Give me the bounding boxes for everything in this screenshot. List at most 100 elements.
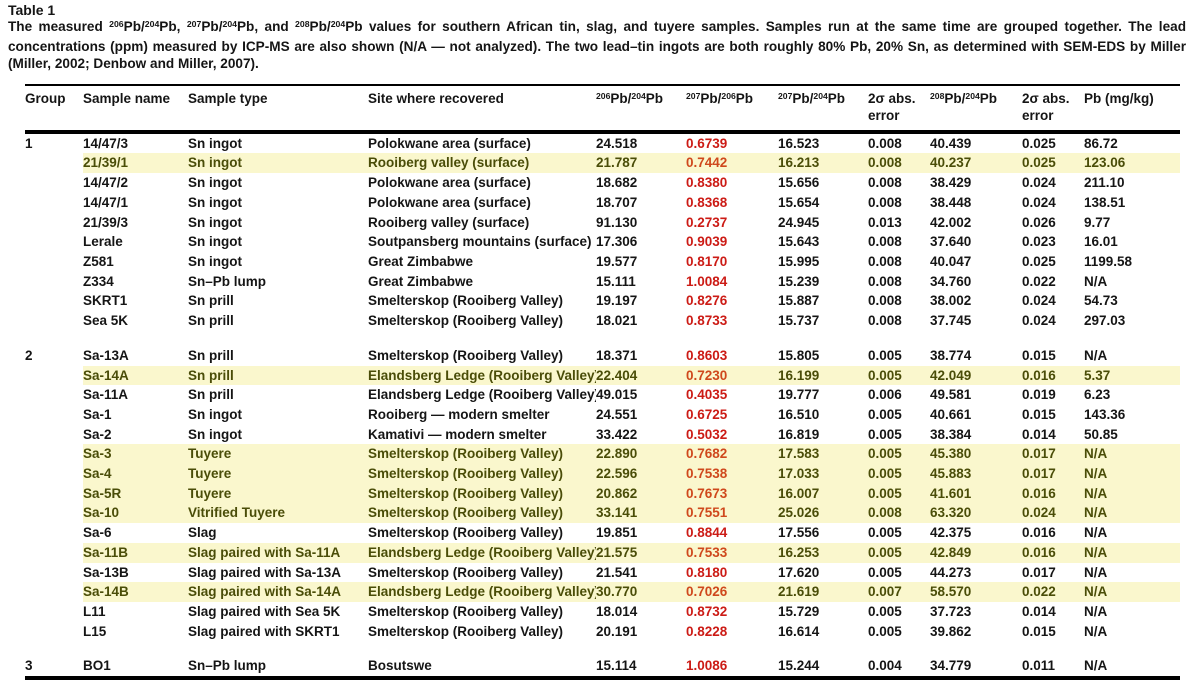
cell-r208: 37.723	[930, 603, 972, 619]
cell-r207: 25.026	[778, 503, 868, 524]
cell-type: Slag paired with Sea 5K	[188, 603, 341, 619]
group-label-cell	[25, 291, 83, 311]
cell-type: Sn ingot	[188, 254, 242, 269]
cell-e1: 0.004	[868, 656, 930, 681]
group-label-cell	[25, 523, 83, 543]
column-header-8: 208Pb/204Pb	[930, 83, 1022, 132]
cell-site: Rooiberg — modern smelter	[368, 406, 550, 422]
cell-ratio76: 0.8732	[686, 603, 728, 619]
cell-pb: N/A	[1084, 582, 1180, 602]
cell-e1: 0.006	[868, 387, 902, 403]
group-label-cell	[25, 232, 83, 252]
cell-e1: 0.005	[868, 347, 902, 363]
cell-type: Sn–Pb lump	[188, 273, 267, 289]
table-row: 14/47/1 Sn ingot Polokwane area (surface) 1…	[25, 193, 1180, 213]
cell-e2: 0.015	[1022, 623, 1056, 639]
group-label-cell	[25, 464, 83, 484]
cell-r207: 15.729	[778, 603, 820, 619]
table-row: Sa-10 Vitrified Tuyere Smelterskop (Rooibe…	[25, 503, 1180, 524]
cell-r207: 15.737	[778, 313, 820, 329]
group-label-cell	[25, 543, 83, 563]
group-label-cell	[25, 503, 83, 523]
cell-e2: 0.023	[1022, 234, 1056, 250]
cell-e2: 0.017	[1022, 464, 1084, 484]
cell-site: Elandsberg Ledge (Rooiberg Valley)	[368, 365, 596, 386]
cell-name: 21/39/1	[83, 153, 188, 174]
cell-r206: 21.575	[596, 542, 686, 563]
group-label-cell	[25, 385, 83, 405]
cell-pb: N/A	[1084, 656, 1180, 681]
table-header: Group Sample name Sample type Site where re…	[25, 83, 1180, 132]
cell-type: Sn prill	[188, 313, 234, 329]
cell-r207: 16.510	[778, 406, 820, 422]
data-table: Group Sample name Sample type Site where re…	[25, 83, 1180, 681]
column-header-3: Site where recovered	[368, 83, 596, 132]
cell-ratio76: 0.7533	[686, 542, 778, 563]
cell-type: Sn ingot	[188, 234, 242, 250]
cell-r207: 21.619	[778, 582, 868, 602]
cell-e1: 0.005	[868, 483, 930, 504]
cell-ratio76: 0.7551	[686, 503, 778, 524]
cell-ratio76: 0.7682	[686, 444, 778, 465]
cell-r206: 15.114	[596, 656, 686, 681]
cell-name: Sa-14A	[83, 365, 188, 386]
cell-type: Sn ingot	[188, 214, 242, 230]
cell-name: Sa-3	[83, 444, 188, 465]
cell-r208: 34.760	[930, 273, 972, 289]
cell-ratio76: 0.8170	[686, 254, 728, 269]
cell-r208: 38.002	[930, 293, 972, 309]
cell-e1: 0.005	[868, 426, 902, 442]
cell-type: Sn ingot	[188, 194, 242, 210]
cell-e2: 0.017	[1022, 444, 1084, 465]
cell-e1: 0.008	[868, 503, 930, 524]
cell-type: Slag paired with Sa-13A	[188, 564, 342, 580]
cell-r206: 22.596	[596, 464, 686, 484]
table-body: 1 14/47/3 Sn ingot Polokwane area (surface)…	[25, 132, 1180, 681]
table-row: Sa-2 Sn ingot Kamativi — modern smelter 33.…	[25, 425, 1180, 445]
table-row: Sea 5K Sn prill Smelterskop (Rooiberg Vall…	[25, 311, 1180, 331]
table-row: 14/47/2 Sn ingot Polokwane area (surface) 1…	[25, 173, 1180, 193]
cell-e1: 0.005	[868, 406, 902, 422]
cell-ratio76: 0.6739	[686, 135, 728, 151]
cell-r207: 15.244	[778, 656, 868, 681]
group-label-cell	[25, 602, 83, 622]
cell-r206: 18.707	[596, 194, 638, 210]
cell-e2: 0.019	[1022, 387, 1056, 403]
cell-e1: 0.013	[868, 214, 902, 230]
cell-r206: 91.130	[596, 214, 638, 230]
cell-e2: 0.024	[1022, 175, 1056, 191]
cell-name: Sa-10	[83, 503, 188, 524]
cell-e2: 0.016	[1022, 525, 1056, 541]
group-spacer-cell	[25, 641, 1180, 657]
cell-r207: 16.199	[778, 365, 868, 386]
cell-e2: 0.026	[1022, 214, 1056, 230]
cell-e2: 0.015	[1022, 406, 1056, 422]
cell-name: Sa-4	[83, 464, 188, 484]
cell-site: Elandsberg Ledge (Rooiberg Valley)	[368, 582, 596, 602]
cell-pb: 6.23	[1084, 387, 1111, 403]
cell-site: Rooiberg valley (surface)	[368, 214, 530, 230]
table-row: Z334 Sn–Pb lump Great Zimbabwe 15.111 1.0084…	[25, 272, 1180, 292]
cell-pb: 297.03	[1084, 313, 1126, 329]
cell-site: Smelterskop (Rooiberg Valley)	[368, 313, 564, 329]
cell-e2: 0.011	[1022, 656, 1084, 681]
cell-r207: 17.583	[778, 444, 868, 465]
cell-name: Sa-11B	[83, 542, 188, 563]
cell-pb: 16.01	[1084, 234, 1118, 250]
cell-r208: 40.439	[930, 135, 972, 151]
cell-e2: 0.014	[1022, 603, 1056, 619]
cell-e2: 0.024	[1022, 194, 1056, 210]
column-header-6: 207Pb/204Pb	[778, 83, 868, 132]
cell-r208: 37.640	[930, 234, 972, 250]
table-row: Sa-6 Slag Smelterskop (Rooiberg Valley) 19.…	[25, 523, 1180, 543]
table-row: 3 BO1 Sn–Pb lump Bosutswe 15.114 1.0086 15.244…	[25, 656, 1180, 681]
cell-name: Sa-13B	[83, 564, 129, 580]
cell-e1: 0.005	[868, 444, 930, 465]
cell-type: Slag	[188, 525, 217, 541]
group-label-cell	[25, 484, 83, 504]
cell-site: Great Zimbabwe	[368, 273, 474, 289]
cell-r208: 49.581	[930, 387, 972, 403]
table-row: Z581 Sn ingot Great Zimbabwe 19.577 0.8170 15…	[25, 252, 1180, 272]
column-header-2: Sample type	[188, 83, 368, 132]
table-row: Lerale Sn ingot Soutpansberg mountains (su…	[25, 232, 1180, 252]
